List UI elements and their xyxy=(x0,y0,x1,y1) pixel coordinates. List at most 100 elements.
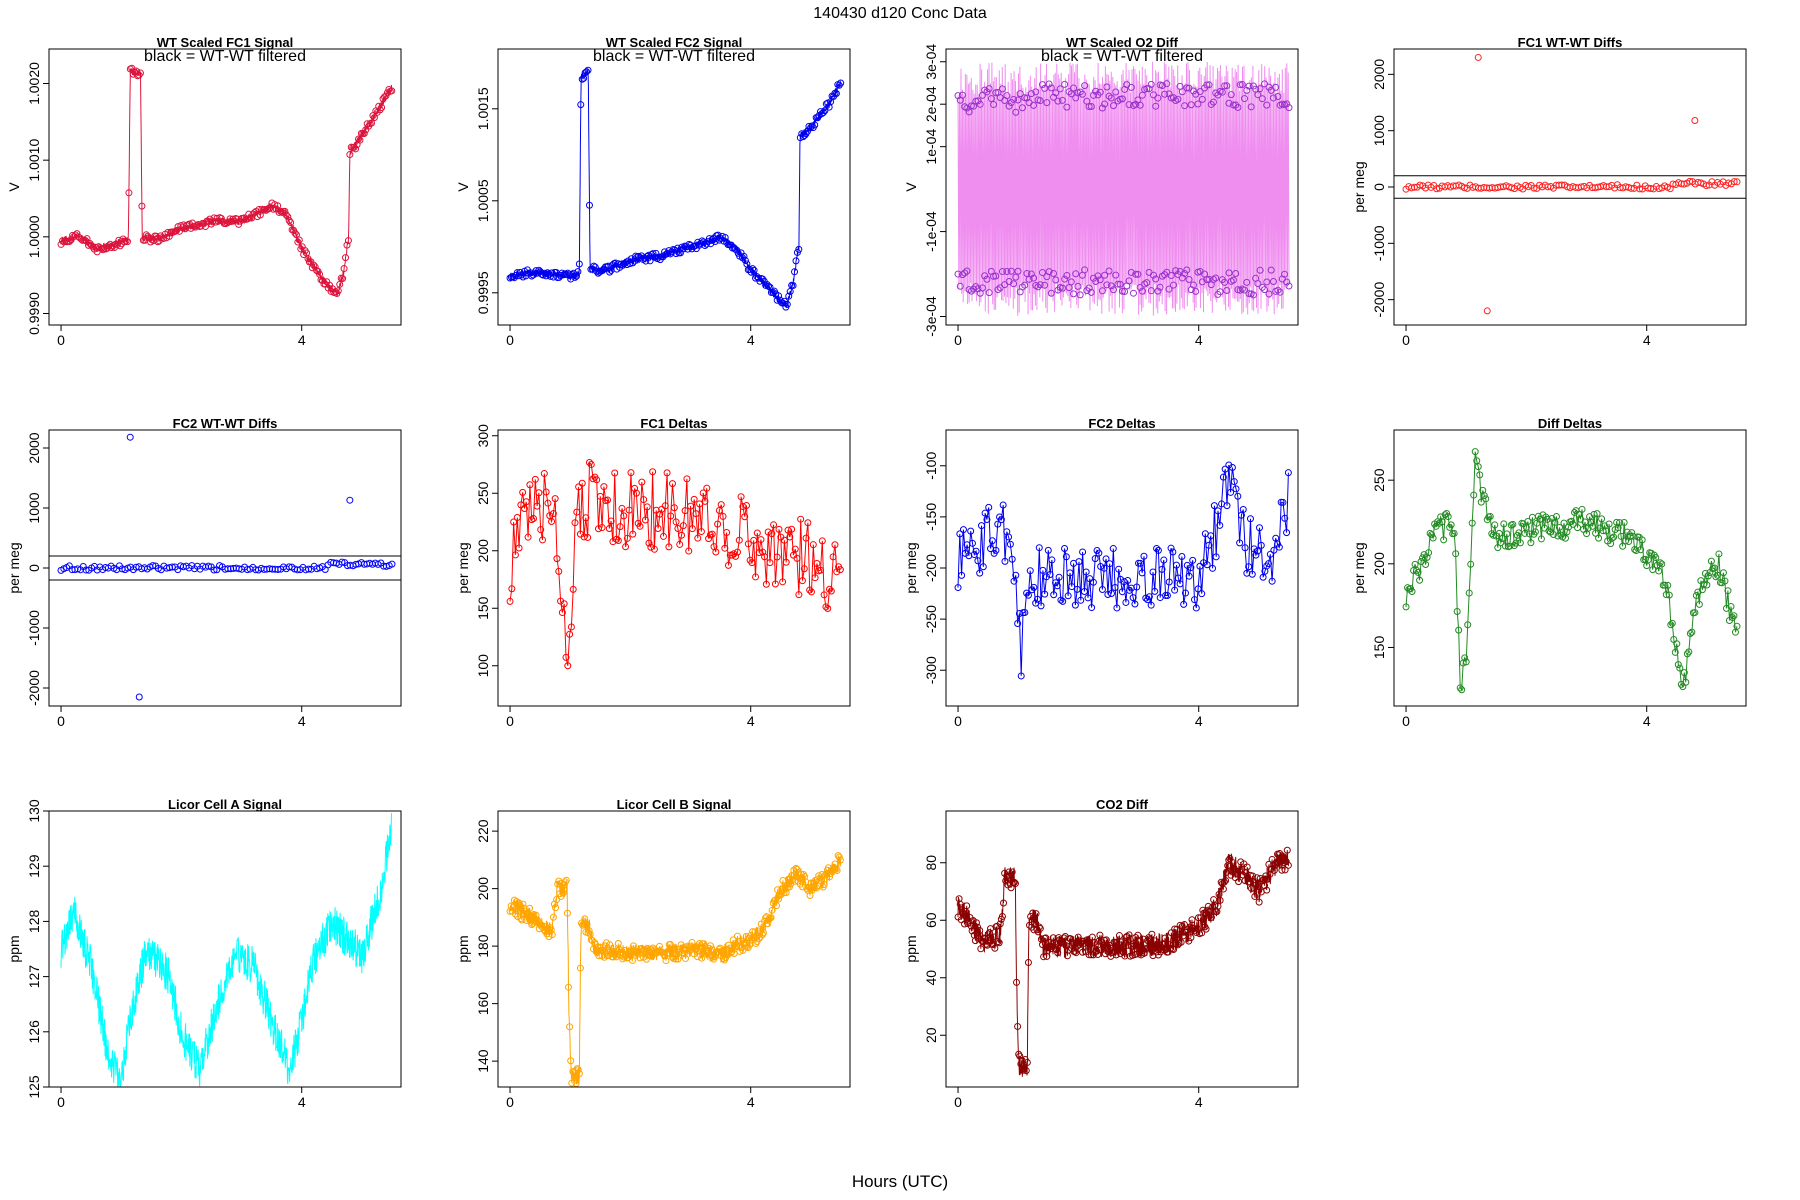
data-point xyxy=(733,932,741,940)
data-point xyxy=(1118,95,1126,103)
data-point xyxy=(305,565,313,573)
data-point xyxy=(520,505,528,513)
data-point xyxy=(1054,97,1062,105)
data-point xyxy=(832,89,840,97)
data-point xyxy=(352,145,360,153)
data-point xyxy=(1074,282,1082,290)
data-point xyxy=(1059,597,1067,605)
data-point xyxy=(555,567,563,575)
data-point xyxy=(212,218,220,226)
plot-area xyxy=(60,813,393,1087)
data-point xyxy=(992,546,1000,554)
data-point xyxy=(1087,951,1095,959)
data-point xyxy=(692,510,700,518)
data-point xyxy=(552,904,560,912)
data-point xyxy=(1728,614,1736,622)
data-point xyxy=(1158,272,1166,280)
data-point xyxy=(1103,281,1111,289)
data-point xyxy=(1022,1067,1030,1075)
plot-frame xyxy=(1393,429,1747,707)
data-point xyxy=(705,535,713,543)
data-point xyxy=(1261,882,1269,890)
data-point xyxy=(1005,868,1013,876)
data-point xyxy=(1584,524,1592,532)
chart-p9: Licor Cell A Signal ppm 0 4 125 126 127 128 129 1… xyxy=(6,797,402,1110)
data-point xyxy=(831,860,839,868)
data-point xyxy=(998,85,1006,93)
data-point xyxy=(1209,564,1217,572)
data-point xyxy=(1589,522,1597,530)
x-tick-label: 0 xyxy=(1402,332,1410,348)
y-tick-label: 80 xyxy=(923,855,939,871)
data-point xyxy=(1243,86,1251,94)
data-point xyxy=(1245,878,1253,886)
data-point xyxy=(1221,82,1229,90)
data-point xyxy=(1710,564,1718,572)
data-point xyxy=(636,954,644,962)
data-point xyxy=(1243,863,1251,871)
plot-frame xyxy=(497,810,851,1088)
data-point xyxy=(293,566,301,574)
data-point xyxy=(1075,558,1083,566)
y-tick-label: 1.0005 xyxy=(475,179,491,222)
data-point xyxy=(1034,928,1042,936)
data-point xyxy=(963,267,971,275)
data-point xyxy=(1114,97,1122,105)
data-point xyxy=(994,938,1002,946)
data-point xyxy=(1274,92,1282,100)
data-point xyxy=(1165,578,1173,586)
x-tick-label: 4 xyxy=(298,1094,306,1110)
data-point xyxy=(741,513,749,521)
data-point xyxy=(583,68,591,76)
data-point xyxy=(1129,594,1137,602)
data-point xyxy=(144,232,152,240)
data-point xyxy=(1012,273,1020,281)
data-point xyxy=(1032,910,1040,918)
data-point xyxy=(1143,279,1151,287)
y-tick-label: 0 xyxy=(1371,183,1387,191)
data-point xyxy=(1212,89,1220,97)
data-point xyxy=(739,503,747,511)
chart-p5: FC2 WT-WT Diffs per meg 0 4 -2000 -1000 0 1000 2… xyxy=(6,416,402,729)
data-point xyxy=(569,585,577,593)
data-point xyxy=(1575,510,1583,518)
data-point xyxy=(1249,872,1257,880)
data-point xyxy=(546,272,554,280)
data-point xyxy=(824,604,832,612)
data-point xyxy=(1616,519,1624,527)
data-point xyxy=(972,919,980,927)
data-point xyxy=(593,476,601,484)
data-point xyxy=(956,282,964,290)
data-point xyxy=(759,275,767,283)
data-point xyxy=(1158,82,1166,90)
data-point xyxy=(66,237,74,245)
data-point xyxy=(1217,878,1225,886)
data-point xyxy=(1525,530,1533,538)
data-point xyxy=(1614,524,1622,532)
data-point xyxy=(1152,275,1160,283)
data-point xyxy=(1047,84,1055,92)
data-point xyxy=(599,946,607,954)
data-point xyxy=(990,933,998,941)
data-point xyxy=(826,873,834,881)
data-point xyxy=(1076,88,1084,96)
data-point xyxy=(1136,559,1144,567)
data-point xyxy=(1110,286,1118,294)
data-point xyxy=(1198,95,1206,103)
data-point xyxy=(611,469,619,477)
data-point xyxy=(1232,101,1240,109)
data-point xyxy=(1156,283,1164,291)
data-point xyxy=(1263,886,1271,894)
data-point xyxy=(1188,916,1196,924)
plot-frame xyxy=(945,429,1299,707)
plot-area xyxy=(506,66,845,311)
data-point xyxy=(1072,270,1080,278)
data-point xyxy=(792,257,800,265)
data-point xyxy=(1040,953,1048,961)
data-point xyxy=(1207,532,1215,540)
data-point xyxy=(719,512,727,520)
x-tick-label: 4 xyxy=(298,332,306,348)
data-point xyxy=(811,574,819,582)
data-point xyxy=(1202,925,1210,933)
data-point xyxy=(1143,85,1151,93)
